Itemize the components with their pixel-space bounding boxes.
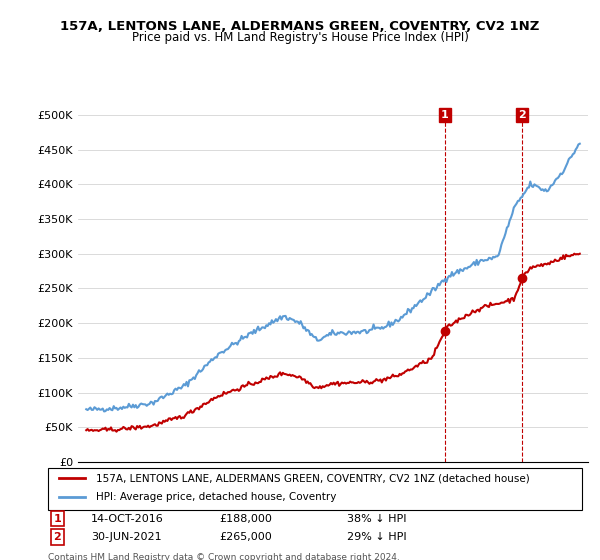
Text: 2: 2 <box>53 532 61 542</box>
Text: 14-OCT-2016: 14-OCT-2016 <box>91 514 163 524</box>
FancyBboxPatch shape <box>48 468 582 510</box>
Text: 1: 1 <box>53 514 61 524</box>
Text: Price paid vs. HM Land Registry's House Price Index (HPI): Price paid vs. HM Land Registry's House … <box>131 31 469 44</box>
Text: 30-JUN-2021: 30-JUN-2021 <box>91 532 161 542</box>
Text: £265,000: £265,000 <box>219 532 272 542</box>
Text: Contains HM Land Registry data © Crown copyright and database right 2024.
This d: Contains HM Land Registry data © Crown c… <box>48 553 400 560</box>
Text: 29% ↓ HPI: 29% ↓ HPI <box>347 532 407 542</box>
Text: £188,000: £188,000 <box>219 514 272 524</box>
Text: 157A, LENTONS LANE, ALDERMANS GREEN, COVENTRY, CV2 1NZ (detached house): 157A, LENTONS LANE, ALDERMANS GREEN, COV… <box>96 473 530 483</box>
Text: 1: 1 <box>441 110 449 120</box>
Text: 157A, LENTONS LANE, ALDERMANS GREEN, COVENTRY, CV2 1NZ: 157A, LENTONS LANE, ALDERMANS GREEN, COV… <box>61 20 539 32</box>
Text: HPI: Average price, detached house, Coventry: HPI: Average price, detached house, Cove… <box>96 492 337 502</box>
Text: 2: 2 <box>518 110 526 120</box>
Text: 38% ↓ HPI: 38% ↓ HPI <box>347 514 407 524</box>
